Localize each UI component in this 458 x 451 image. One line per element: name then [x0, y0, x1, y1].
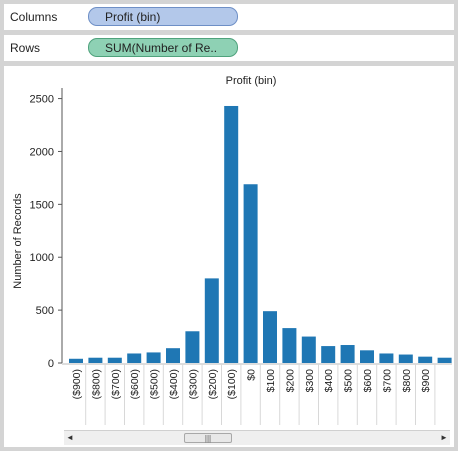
x-tick-label: ($200) — [207, 369, 219, 399]
rows-shelf: Rows SUM(Number of Re.. — [4, 35, 454, 61]
y-tick-label: 1000 — [30, 252, 54, 264]
number-of-records-pill[interactable]: SUM(Number of Re.. — [88, 38, 238, 57]
x-tick-label: ($800) — [90, 369, 102, 399]
y-tick-label: 1500 — [30, 199, 54, 211]
bar[interactable] — [69, 358, 83, 363]
x-tick-label: ($600) — [129, 369, 141, 399]
chart-title: Profit (bin) — [226, 75, 277, 87]
x-tick-label: ($700) — [110, 369, 122, 399]
bar[interactable] — [360, 350, 374, 363]
x-tick-label: ($300) — [187, 369, 199, 399]
x-tick-label: $100 — [265, 369, 277, 393]
x-tick-label: ($900) — [71, 369, 83, 399]
x-tick-label: ($100) — [226, 369, 238, 399]
x-axis: ($900) ($800) ($700) ($600) ($500) ($400) ($30… — [62, 363, 452, 425]
x-tick-label: $900 — [420, 369, 432, 393]
bar[interactable] — [263, 311, 277, 363]
x-tick-label: $0 — [246, 369, 258, 381]
bar[interactable] — [127, 353, 142, 363]
y-tick-label: 2500 — [30, 94, 54, 106]
y-tick-label: 0 — [48, 358, 54, 370]
x-tick-label: $800 — [401, 369, 413, 393]
x-tick-label: $400 — [323, 369, 335, 393]
bar[interactable] — [437, 357, 452, 363]
rows-shelf-label: Rows — [10, 41, 41, 55]
profit-bin-pill[interactable]: Profit (bin) — [88, 7, 238, 26]
x-tick-label: $300 — [304, 369, 316, 393]
bar[interactable] — [398, 354, 413, 363]
bar[interactable] — [282, 328, 297, 363]
bar[interactable] — [107, 357, 122, 363]
x-tick-label: $600 — [362, 369, 374, 393]
scroll-left-arrow-icon[interactable]: ◄ — [66, 433, 74, 442]
bar[interactable] — [88, 357, 103, 363]
bar[interactable] — [340, 345, 355, 363]
x-tick-label: $200 — [284, 369, 296, 393]
bar[interactable] — [243, 184, 258, 363]
x-tick-label: ($500) — [149, 369, 161, 399]
bar[interactable] — [418, 356, 433, 363]
histogram-chart: Profit (bin) Number of Records 0 500 1000 1… — [12, 75, 452, 425]
bar[interactable] — [146, 352, 161, 363]
columns-shelf: Columns Profit (bin) — [4, 4, 454, 30]
viz-area: Profit (bin) Number of Records 0 500 1000 1… — [4, 66, 454, 447]
bar[interactable] — [166, 348, 180, 363]
bar[interactable] — [185, 331, 200, 363]
y-tick-label: 500 — [36, 305, 54, 317]
bar[interactable] — [321, 346, 336, 363]
bar[interactable] — [204, 278, 219, 363]
x-tick-label: $500 — [343, 369, 355, 393]
columns-shelf-label: Columns — [10, 10, 58, 24]
y-axis-label: Number of Records — [12, 193, 24, 289]
bar[interactable] — [301, 336, 316, 363]
bars-group — [69, 105, 452, 363]
scroll-right-arrow-icon[interactable]: ► — [440, 433, 448, 442]
x-tick-label: $700 — [381, 369, 393, 393]
scroll-thumb[interactable]: ||| — [184, 433, 232, 443]
x-tick-label: ($400) — [168, 369, 180, 399]
bar[interactable] — [224, 105, 239, 363]
y-tick-label: 2000 — [30, 146, 54, 158]
bar[interactable] — [379, 353, 394, 363]
horizontal-scrollbar[interactable]: ◄ ||| ► — [64, 430, 450, 445]
y-axis: 0 500 1000 1500 2000 2500 — [30, 88, 63, 370]
